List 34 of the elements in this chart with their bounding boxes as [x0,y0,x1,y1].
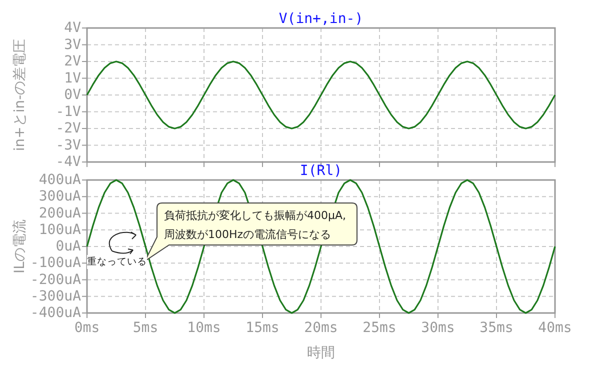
annotation: 負荷抵抗が変化しても振幅が400μA, 周波数が100Hzの電流信号になる [164,209,346,241]
y-tick-label: 400uA [38,172,82,188]
y-tick-label: -200uA [30,272,82,288]
y-tick-label: 0V [64,87,82,103]
x-tick-label: 20ms [304,320,338,336]
y-tick-label: 200uA [38,205,82,222]
y-tick-label: 2V [64,54,82,70]
x-axis-title: 時間 [307,345,335,361]
y-tick-label: -400uA [30,305,82,321]
x-tick-label: 30ms [421,320,455,336]
chart-title: V(in+,in-) [278,11,364,27]
y-tick-label: 4V [64,20,82,36]
y-tick-label: 100uA [38,222,82,238]
y-tick-label: -100uA [30,255,82,272]
x-tick-label: 15ms [246,320,280,336]
x-tick-label: 5ms [132,320,158,336]
x-tick-label: 35ms [480,320,514,336]
y-tick-label: 1V [64,70,82,86]
y-tick-label: 0uA [56,238,82,254]
y-axis-title: ILの電流 [12,220,28,274]
y-tick-label: -300uA [30,288,82,304]
y-tick-label: -3V [56,137,82,154]
y-axis-title: in+とin-の差電圧 [12,38,28,152]
x-tick-label: 25ms [362,320,396,336]
y-tick-label: -2V [56,120,82,136]
y-tick-label: 3V [64,36,82,53]
x-tick-label: 10ms [187,320,221,336]
chart-title: I(Rl) [300,163,342,179]
annotation: 重なっている [87,256,147,268]
y-tick-label: -4V [56,154,82,170]
x-tick-label: 0ms [74,320,100,336]
y-tick-label: -1V [56,104,82,120]
x-tick-label: 40ms [538,320,572,336]
y-tick-label: 300uA [38,188,82,205]
